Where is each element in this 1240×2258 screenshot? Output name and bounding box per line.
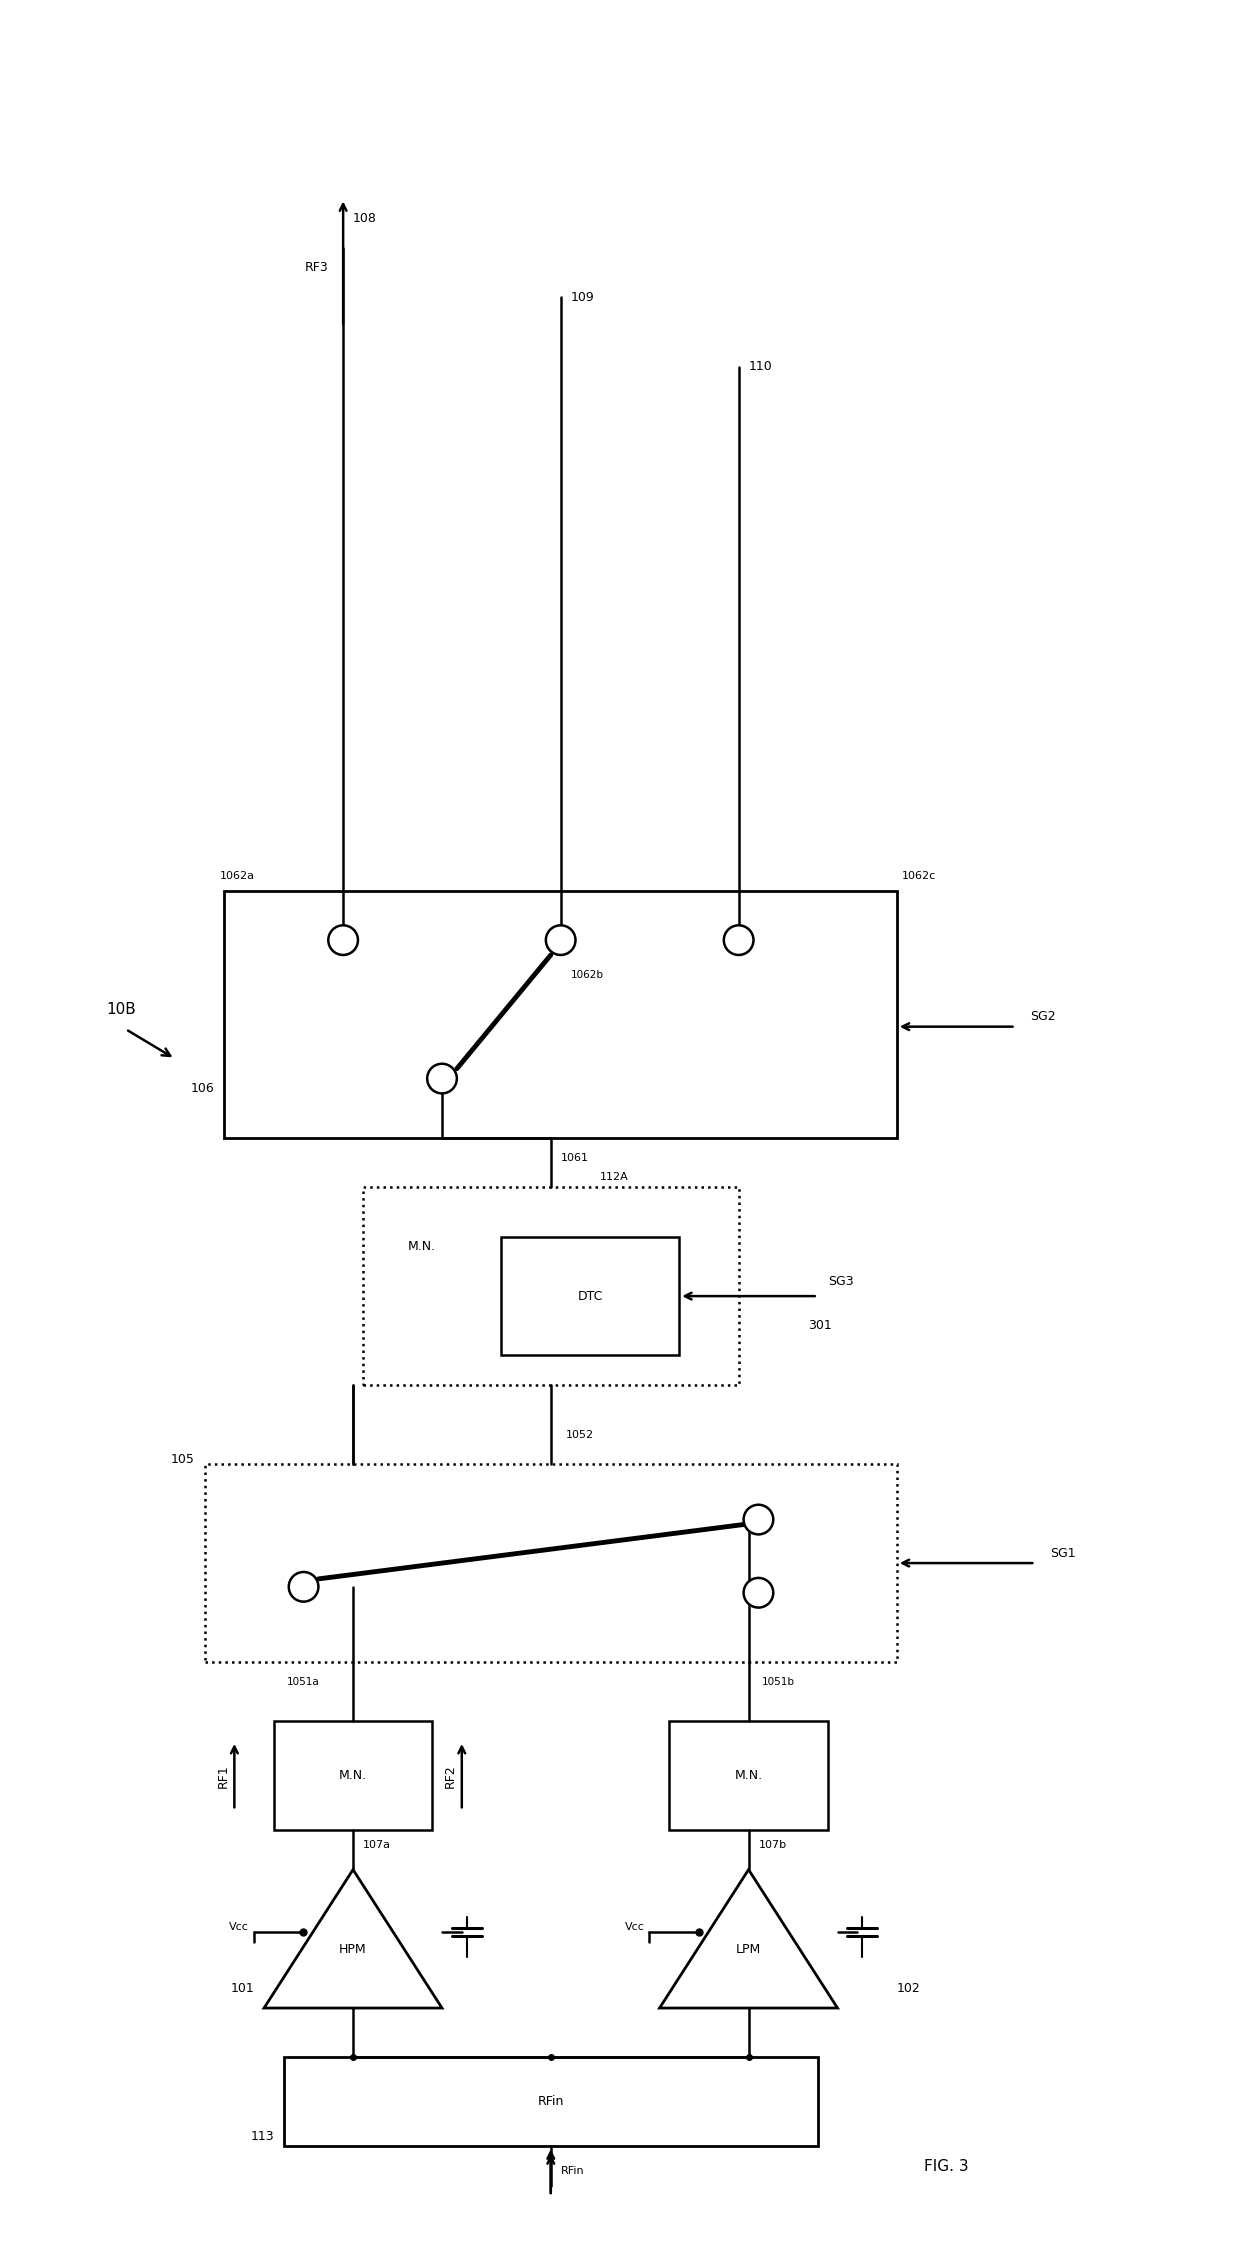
Circle shape bbox=[744, 1578, 774, 1608]
Text: 110: 110 bbox=[749, 359, 773, 373]
Text: DTC: DTC bbox=[578, 1289, 603, 1303]
Text: 113: 113 bbox=[250, 2129, 274, 2143]
Text: SG2: SG2 bbox=[1030, 1009, 1056, 1023]
Text: 1061: 1061 bbox=[560, 1152, 589, 1163]
Text: Vcc: Vcc bbox=[229, 1922, 249, 1933]
Text: 1051a: 1051a bbox=[288, 1678, 320, 1687]
Polygon shape bbox=[660, 1870, 837, 2007]
Text: 105: 105 bbox=[171, 1452, 195, 1465]
Circle shape bbox=[428, 1064, 456, 1093]
Text: HPM: HPM bbox=[340, 1944, 367, 1955]
Bar bbox=[224, 890, 897, 1138]
Text: 1062c: 1062c bbox=[901, 872, 936, 881]
Text: 1062b: 1062b bbox=[570, 969, 604, 980]
Text: RFin: RFin bbox=[560, 2165, 584, 2177]
Text: 102: 102 bbox=[897, 1983, 920, 1994]
Text: M.N.: M.N. bbox=[408, 1240, 436, 1253]
Text: 1062a: 1062a bbox=[219, 872, 254, 881]
Circle shape bbox=[329, 926, 358, 955]
Bar bbox=[670, 1721, 827, 1829]
Circle shape bbox=[744, 1504, 774, 1535]
Text: 106: 106 bbox=[191, 1082, 215, 1095]
Text: M.N.: M.N. bbox=[734, 1770, 763, 1782]
Text: RF1: RF1 bbox=[217, 1763, 229, 1788]
Bar bbox=[501, 1237, 680, 1355]
Bar bbox=[205, 1463, 897, 1662]
Text: Vcc: Vcc bbox=[625, 1922, 645, 1933]
Text: 101: 101 bbox=[231, 1983, 254, 1994]
Text: 1052: 1052 bbox=[565, 1429, 594, 1441]
Text: 109: 109 bbox=[570, 291, 594, 305]
Text: RF3: RF3 bbox=[305, 262, 329, 273]
Text: 107b: 107b bbox=[759, 1840, 786, 1849]
Text: 107a: 107a bbox=[363, 1840, 391, 1849]
Text: M.N.: M.N. bbox=[339, 1770, 367, 1782]
Text: 301: 301 bbox=[808, 1319, 832, 1332]
Text: 1051b: 1051b bbox=[761, 1678, 795, 1687]
Text: FIG. 3: FIG. 3 bbox=[924, 2159, 968, 2174]
Text: 108: 108 bbox=[353, 212, 377, 226]
Bar bbox=[363, 1188, 739, 1384]
Text: LPM: LPM bbox=[735, 1944, 761, 1955]
Circle shape bbox=[724, 926, 754, 955]
Text: RFin: RFin bbox=[538, 2095, 564, 2109]
Polygon shape bbox=[264, 1870, 441, 2007]
Text: 10B: 10B bbox=[105, 1003, 135, 1016]
Text: 112A: 112A bbox=[600, 1172, 629, 1183]
Text: RF2: RF2 bbox=[444, 1763, 456, 1788]
Bar bbox=[284, 2057, 817, 2147]
Circle shape bbox=[289, 1572, 319, 1601]
Text: SG1: SG1 bbox=[1050, 1547, 1076, 1560]
Bar bbox=[274, 1721, 432, 1829]
Circle shape bbox=[546, 926, 575, 955]
Text: SG3: SG3 bbox=[827, 1276, 853, 1287]
